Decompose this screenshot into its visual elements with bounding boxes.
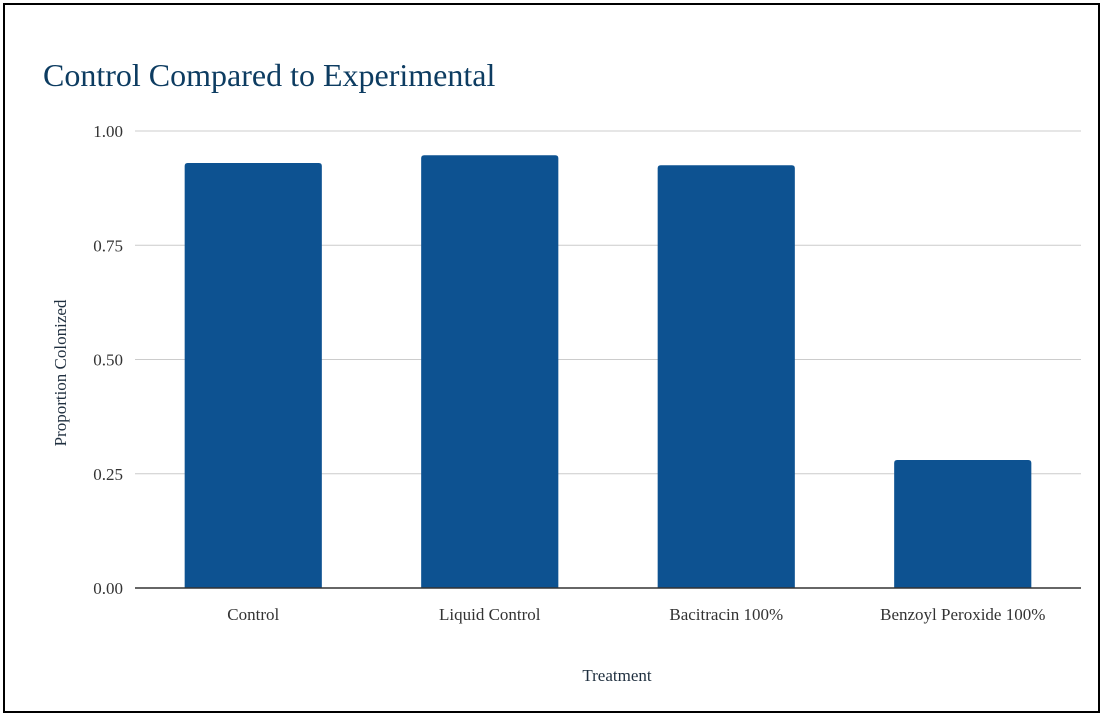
x-tick-label: Bacitracin 100% [669, 605, 783, 624]
y-tick-label: 0.00 [93, 579, 123, 598]
y-tick-label: 0.50 [93, 351, 123, 370]
x-tick-labels: Control Liquid Control Bacitracin 100% Benz… [227, 605, 1045, 624]
bar [184, 162, 322, 589]
y-tick-label: 0.75 [93, 236, 123, 255]
bar [894, 460, 1032, 588]
x-tick-label: Liquid Control [439, 605, 541, 624]
bars [184, 155, 1032, 589]
chart-title: Control Compared to Experimental [43, 57, 496, 93]
y-axis-title: Proportion Colonized [51, 299, 70, 446]
x-axis-title: Treatment [582, 666, 652, 685]
bar [657, 165, 795, 588]
y-tick-label: 0.25 [93, 465, 123, 484]
y-tick-labels: 0.00 0.25 0.50 0.75 1.00 [93, 122, 123, 598]
x-tick-label: Benzoyl Peroxide 100% [880, 605, 1045, 624]
y-tick-label: 1.00 [93, 122, 123, 141]
x-tick-label: Control [227, 605, 279, 624]
bar [421, 155, 559, 588]
